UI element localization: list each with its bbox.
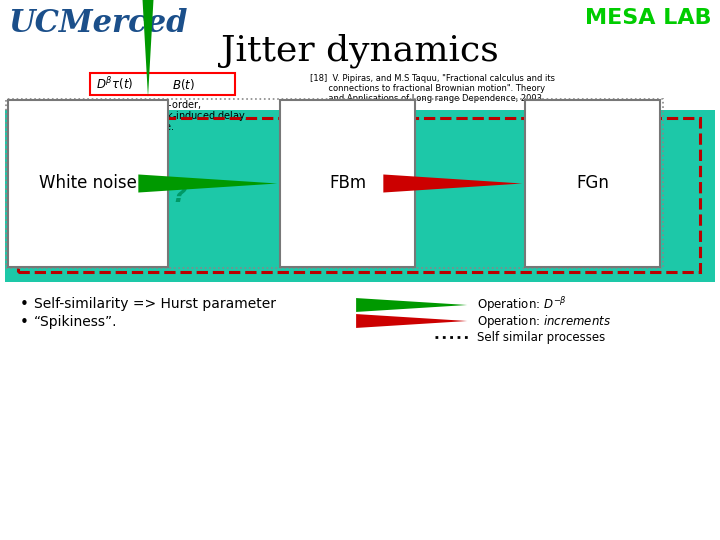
- Text: •: •: [20, 315, 29, 330]
- Text: $B(t)$  white noise.: $B(t)$ white noise.: [90, 120, 174, 133]
- Text: Operation: $D^{-\beta}$: Operation: $D^{-\beta}$: [477, 295, 567, 315]
- Text: •: •: [20, 297, 29, 312]
- Text: [18]  V. Pipiras, and M.S Taquu, "Fractional calculus and its: [18] V. Pipiras, and M.S Taquu, "Fractio…: [310, 74, 555, 83]
- Text: $\tau(t)$  the network-induced delay,: $\tau(t)$ the network-induced delay,: [90, 109, 248, 123]
- Text: Self-similarity => Hurst parameter: Self-similarity => Hurst parameter: [34, 297, 276, 311]
- Bar: [280, 100, 415, 267]
- Bar: [90, 73, 235, 95]
- Text: ? ? ? ? ?: ? ? ? ? ?: [80, 183, 187, 207]
- Bar: [525, 100, 660, 267]
- Bar: [18, 118, 700, 272]
- Text: $\beta$  the fractional-order,: $\beta$ the fractional-order,: [90, 98, 202, 112]
- Text: UCMerced: UCMerced: [8, 8, 187, 39]
- Text: Jitter dynamics: Jitter dynamics: [221, 34, 499, 69]
- Bar: [8, 100, 168, 267]
- Text: Operation: $\it{increments}$: Operation: $\it{increments}$: [477, 313, 611, 329]
- Text: and Applications of Long range Dependence, 2003.: and Applications of Long range Dependenc…: [310, 94, 544, 103]
- Text: FBm: FBm: [329, 174, 366, 192]
- Text: “Spikiness”.: “Spikiness”.: [34, 315, 117, 329]
- Text: connections to fractional Brownian motion". Theory: connections to fractional Brownian motio…: [310, 84, 545, 93]
- Text: Self similar processes: Self similar processes: [477, 330, 606, 343]
- Bar: [6, 99, 663, 268]
- Text: $D^{\beta}\tau(t)$: $D^{\beta}\tau(t)$: [96, 75, 133, 93]
- Text: White noise: White noise: [39, 174, 137, 192]
- Text: FGn: FGn: [576, 174, 609, 192]
- Text: MESA LAB: MESA LAB: [585, 8, 712, 28]
- Text: $B(t)$: $B(t)$: [172, 77, 195, 91]
- Bar: [5, 110, 715, 282]
